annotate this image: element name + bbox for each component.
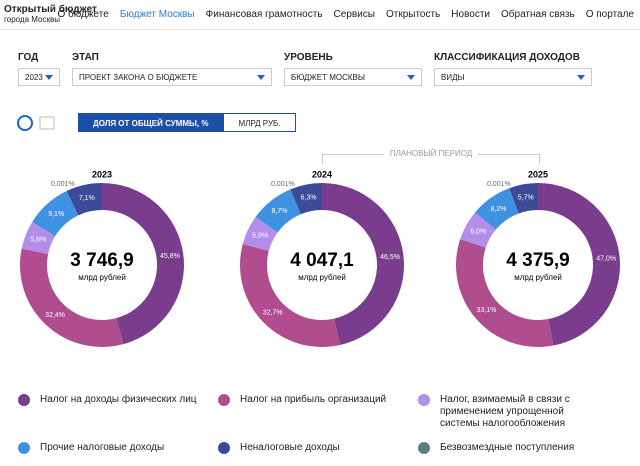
- filter: КЛАССИФИКАЦИЯ ДОХОДОВ ВИДЫ: [434, 52, 592, 86]
- center-unit: млрд рублей: [514, 273, 562, 282]
- donut-slice: [255, 189, 301, 233]
- value-label: 9,1%: [48, 211, 64, 218]
- donut-slice: [32, 191, 79, 237]
- chart-title: 2024: [312, 169, 332, 179]
- value-label: 5,9%: [252, 232, 268, 239]
- donut-slice: [538, 183, 620, 346]
- donut-slice: [240, 244, 341, 347]
- nav-link[interactable]: О бюджете: [57, 9, 109, 20]
- value-label: 33,1%: [477, 307, 497, 314]
- value-label: 32,4%: [45, 312, 65, 319]
- filter-label: ЭТАП: [72, 52, 99, 63]
- nav-link[interactable]: Финансовая грамотность: [205, 9, 323, 20]
- toggle-button[interactable]: ДОЛЯ ОТ ОБЩЕЙ СУММЫ, %: [78, 113, 224, 132]
- logo[interactable]: Открытый бюджет: [4, 4, 97, 15]
- nav: О бюджете Бюджет Москвы Финансовая грамотн…: [57, 9, 634, 20]
- charts: 2023 45,8% 32,4% 5,6% 9,1% 7,1% 0,001% 3 746,9 м…: [20, 169, 620, 347]
- value-label: 32,7%: [263, 309, 283, 316]
- legend-item: Налог, взимаемый в связи с применением у…: [418, 394, 600, 430]
- donut-slice: [102, 183, 184, 345]
- donut-slice: [242, 216, 278, 251]
- filter: ГОД 2023: [18, 52, 60, 86]
- nav-link[interactable]: О портале: [585, 9, 634, 20]
- value-label: 5,7%: [518, 194, 534, 201]
- value-label: 0,001%: [487, 181, 511, 188]
- value-label: 45,8%: [160, 253, 180, 260]
- logo-subtitle: города Москвы: [4, 15, 60, 24]
- center-value: 4 047,1: [290, 250, 354, 271]
- value-label: 8,7%: [272, 208, 288, 215]
- dropdown[interactable]: БЮДЖЕТ МОСКВЫ: [284, 68, 422, 86]
- donut-slice: [475, 188, 519, 230]
- donut-slice: [20, 248, 124, 347]
- center-value: 3 746,9: [70, 250, 133, 271]
- plan-period-label: ПЛАНОВЫЙ ПЕРИОД: [383, 149, 479, 158]
- filter: УРОВЕНЬ БЮДЖЕТ МОСКВЫ: [284, 52, 422, 86]
- legend-label: Прочие налоговые доходы: [40, 442, 165, 453]
- legend-label: Налог на доходы физических лиц: [40, 394, 197, 405]
- nav-link[interactable]: Открытость: [385, 9, 441, 20]
- donut-slice: [322, 183, 404, 345]
- legend-item: Прочие налоговые доходы: [18, 442, 200, 454]
- chart-title: 2025: [528, 169, 548, 179]
- donut-slice: [21, 221, 56, 255]
- center-value: 4 375,9: [506, 250, 569, 271]
- value-label: 7,1%: [79, 195, 95, 202]
- nav-link[interactable]: Бюджет Москвы: [119, 9, 195, 20]
- header: Открытый бюджет города Москвы О бюджете Б…: [0, 0, 640, 30]
- filter-label: УРОВЕНЬ: [284, 52, 333, 63]
- donut-slice: [509, 183, 538, 214]
- chart-title: 2023: [92, 169, 112, 179]
- legend-item: Налог на прибыль организаций: [218, 394, 400, 406]
- donut-slice: [456, 239, 554, 347]
- value-label: 6,0%: [470, 228, 486, 235]
- legend-swatch: [18, 394, 30, 406]
- legend-swatch: [218, 394, 230, 406]
- value-label: 8,2%: [490, 206, 506, 213]
- filter-label: ГОД: [18, 52, 39, 63]
- legend-label: Налог, взимаемый в связи с применением у…: [440, 394, 570, 429]
- legend-item: Налог на доходы физических лиц: [18, 394, 200, 406]
- nav-link[interactable]: Обратная связь: [501, 9, 575, 20]
- filter: ЭТАП ПРОЕКТ ЗАКОНА О БЮДЖЕТЕ: [72, 52, 272, 86]
- center-unit: млрд рублей: [298, 273, 346, 282]
- legend-swatch: [418, 394, 430, 406]
- center-unit: млрд рублей: [78, 273, 126, 282]
- donut-slice: [460, 212, 496, 248]
- value-label: 0,001%: [51, 181, 75, 188]
- value-label: 6,3%: [301, 195, 317, 202]
- legend-swatch: [218, 442, 230, 454]
- legend-label: Налог на прибыль организаций: [240, 394, 387, 405]
- legend-label: Безвозмездные поступления: [440, 442, 575, 453]
- nav-link[interactable]: Новости: [451, 9, 490, 20]
- donut-view-icon[interactable]: [17, 115, 33, 131]
- view-icons: [17, 115, 55, 131]
- legend-item: Безвозмездные поступления: [418, 442, 600, 454]
- donut-slice: [66, 183, 102, 216]
- legend-swatch: [18, 442, 30, 454]
- plan-period: ПЛАНОВЫЙ ПЕРИОД: [322, 149, 540, 164]
- legend-label: Неналоговые доходы: [240, 442, 340, 453]
- donut-slice: [290, 183, 322, 215]
- table-view-icon[interactable]: [39, 116, 55, 130]
- legend-swatch: [418, 442, 430, 454]
- value-label: 0,001%: [271, 181, 295, 188]
- dropdown[interactable]: ПРОЕКТ ЗАКОНА О БЮДЖЕТЕ: [72, 68, 272, 86]
- value-label: 46,5%: [380, 254, 400, 261]
- toggle-button[interactable]: МЛРД РУБ.: [223, 113, 296, 132]
- dropdown[interactable]: 2023: [18, 68, 60, 86]
- dropdown[interactable]: ВИДЫ: [434, 68, 592, 86]
- nav-link[interactable]: Сервисы: [333, 9, 375, 20]
- value-label: 47,0%: [596, 255, 616, 262]
- legend-item: Неналоговые доходы: [218, 442, 400, 454]
- toggle: ДОЛЯ ОТ ОБЩЕЙ СУММЫ, % МЛРД РУБ.: [78, 113, 296, 132]
- value-label: 5,6%: [30, 237, 46, 244]
- filter-label: КЛАССИФИКАЦИЯ ДОХОДОВ: [434, 52, 580, 63]
